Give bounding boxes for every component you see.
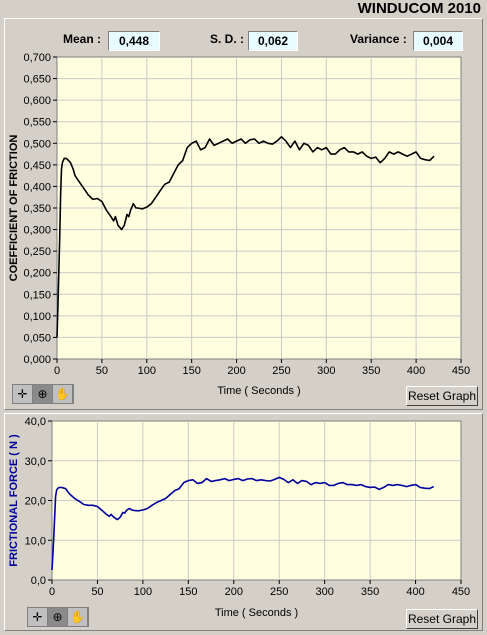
x-tick-label: 100 (138, 365, 156, 377)
x-tick-label: 450 (452, 586, 470, 598)
x-tick-label: 250 (272, 365, 290, 377)
x-tick-label: 400 (407, 365, 425, 377)
x-tick-label: 400 (406, 586, 424, 598)
x-tick-label: 300 (317, 365, 335, 377)
sd-value: 0,062 (248, 31, 298, 51)
variance-value: 0,004 (413, 31, 463, 51)
y-tick-label: 0,0 (31, 575, 46, 587)
y-tick-label: 10,0 (25, 535, 46, 547)
x-tick-label: 350 (362, 365, 380, 377)
x-tick-label: 150 (179, 586, 197, 598)
force-chart[interactable]: 0 50 100 150 200 250 300 350 400 450 0,0 10,0 20,0 30… (5, 414, 482, 630)
cursor-tool-icon[interactable]: ✛ (13, 385, 33, 403)
series-line (51, 476, 435, 571)
y-tick-label: 0,550 (23, 117, 51, 129)
sd-label: S. D. : (210, 32, 245, 46)
x-tick-label: 150 (182, 365, 200, 377)
x-axis-label: Time ( Seconds ) (215, 607, 298, 619)
y-tick-label: 30,0 (25, 456, 46, 468)
y-tick-label: 0,050 (23, 332, 51, 344)
series-line (56, 136, 435, 338)
y-tick-label: 0,450 (23, 160, 51, 172)
y-tick-label: 0,700 (23, 52, 51, 64)
y-tick-label: 20,0 (25, 496, 46, 508)
x-tick-label: 0 (54, 365, 60, 377)
y-tick-label: 0,500 (23, 138, 51, 150)
zoom-tool-icon[interactable]: ⊕ (48, 608, 68, 626)
mean-value: 0,448 (108, 31, 160, 51)
app-title: WINDUCOM 2010 (357, 0, 481, 17)
zoom-tool-icon[interactable]: ⊕ (33, 385, 53, 403)
y-tick-label: 40,0 (25, 416, 46, 428)
mean-label: Mean : (63, 32, 102, 46)
x-tick-label: 350 (361, 586, 379, 598)
y-tick-label: 0,650 (23, 74, 51, 86)
x-tick-label: 250 (270, 586, 288, 598)
cof-chart[interactable]: 0 50 100 150 200 250 300 350 400 450 0,000 0,050 0,1… (5, 19, 482, 409)
y-axis-label: FRICTIONAL FORCE ( N ) (8, 434, 20, 567)
x-tick-label: 50 (91, 586, 103, 598)
x-tick-label: 50 (96, 365, 108, 377)
variance-label: Variance : (350, 32, 407, 46)
x-tick-label: 300 (315, 586, 333, 598)
x-tick-label: 0 (49, 586, 55, 598)
y-tick-label: 0,350 (23, 203, 51, 215)
x-tick-label: 200 (225, 586, 243, 598)
x-tick-label: 450 (452, 365, 470, 377)
y-tick-label: 0,200 (23, 268, 51, 280)
reset-graph-button[interactable]: Reset Graph (406, 609, 478, 629)
y-tick-label: 0,150 (23, 289, 51, 301)
x-tick-label: 100 (134, 586, 152, 598)
graph-tool-palette: ✛ ⊕ ✋ (27, 607, 89, 627)
y-tick-label: 0,600 (23, 95, 51, 107)
graph-tool-palette: ✛ ⊕ ✋ (12, 384, 74, 404)
y-tick-label: 0,000 (23, 354, 51, 366)
force-graph-panel: 0 50 100 150 200 250 300 350 400 450 0,0 10,0 20,0 30… (4, 413, 483, 631)
y-tick-label: 0,100 (23, 311, 51, 323)
y-tick-label: 0,250 (23, 246, 51, 258)
pan-tool-icon[interactable]: ✋ (53, 385, 73, 403)
x-tick-label: 200 (227, 365, 245, 377)
cursor-tool-icon[interactable]: ✛ (28, 608, 48, 626)
cof-graph-panel: Mean : 0,448 S. D. : 0,062 Variance : 0,… (4, 18, 483, 410)
y-axis-label: COEFFICIENT OF FRICTION (8, 135, 20, 282)
y-tick-label: 0,300 (23, 225, 51, 237)
reset-graph-button[interactable]: Reset Graph (406, 386, 478, 406)
y-tick-label: 0,400 (23, 181, 51, 193)
pan-tool-icon[interactable]: ✋ (68, 608, 88, 626)
x-axis-label: Time ( Seconds ) (217, 385, 300, 397)
